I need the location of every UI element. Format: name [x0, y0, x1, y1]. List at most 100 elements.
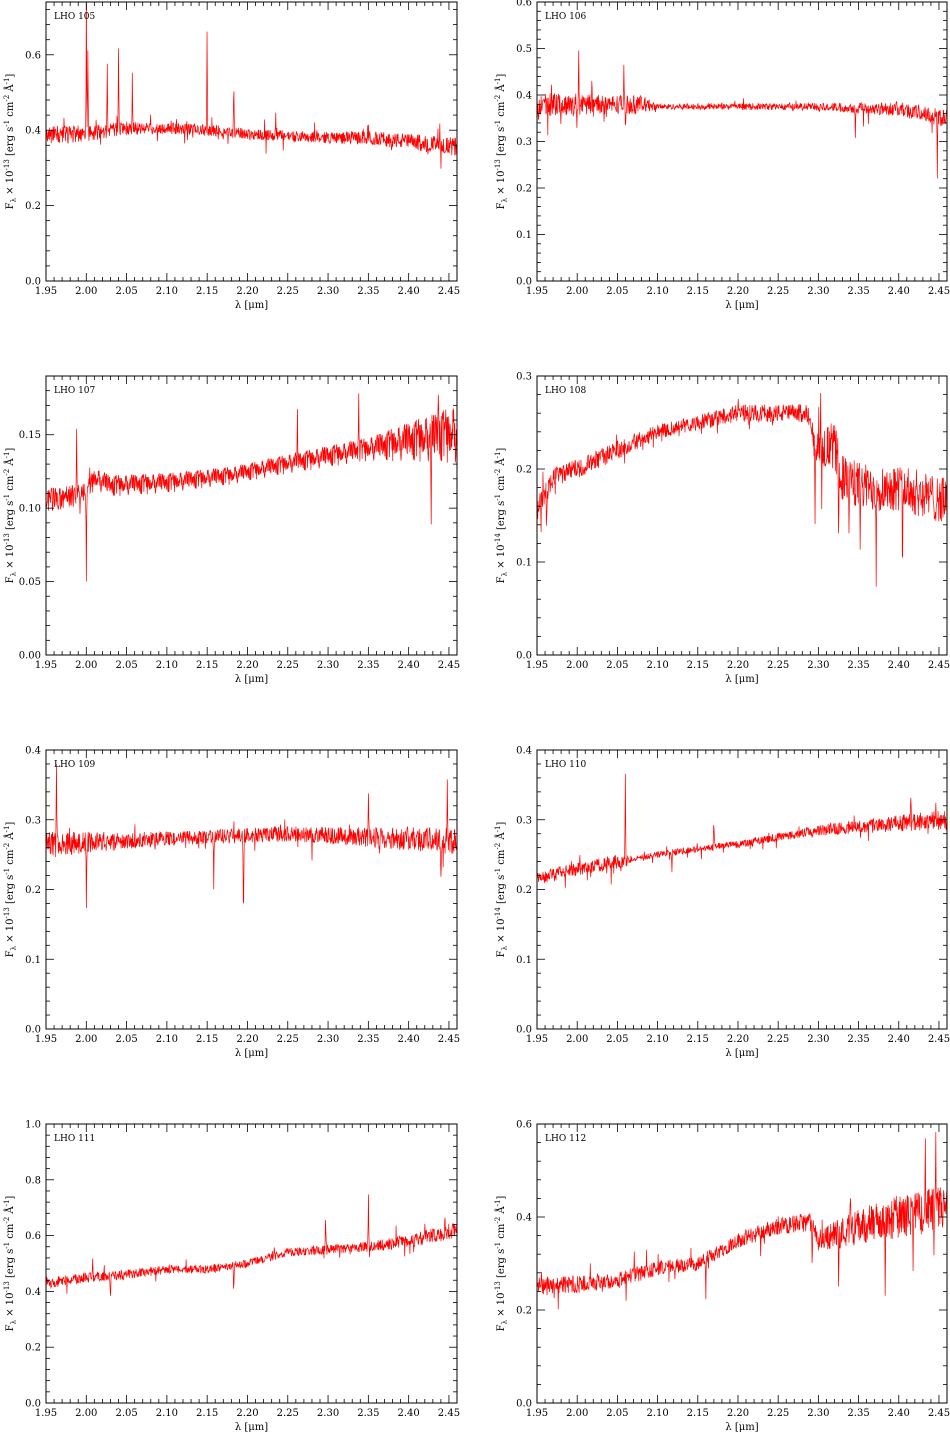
panel-label: LHO 112	[545, 1134, 586, 1144]
spectrum-line	[537, 1132, 947, 1310]
x-axis-label: λ [μm]	[235, 674, 268, 685]
plot-frame	[45, 1123, 458, 1404]
x-tick-label: 2.30	[317, 1408, 339, 1419]
x-tick-label: 2.25	[277, 286, 299, 297]
x-tick-label: 2.10	[156, 1034, 178, 1045]
x-tick-label: 2.45	[928, 1408, 950, 1419]
x-tick-label: 2.15	[687, 1408, 709, 1419]
x-axis-label: λ [μm]	[725, 1048, 758, 1059]
y-tick-label: 0.6	[516, 0, 532, 9]
y-tick-label: 0.2	[25, 885, 41, 896]
y-tick-label: 0.2	[25, 1343, 41, 1354]
x-tick-label: 2.20	[236, 1408, 258, 1419]
y-tick-label: 0.1	[25, 955, 41, 966]
x-tick-label: 2.45	[438, 1034, 460, 1045]
y-axis-label: Fλ × 10-14 [erg s-1 cm-2 Å-1]	[494, 822, 509, 958]
panel-label: LHO 109	[54, 760, 96, 770]
plot-frame	[45, 1, 458, 282]
x-tick-label: 2.35	[357, 1034, 379, 1045]
y-tick-label: 0.4	[516, 91, 532, 102]
x-tick-label: 2.05	[115, 1408, 137, 1419]
y-axis-label: Fλ × 10-13 [erg s-1 cm-2 Å-1]	[3, 1196, 18, 1332]
x-tick-label: 2.15	[687, 660, 709, 671]
x-tick-label: 2.40	[888, 1408, 910, 1419]
y-tick-label: 0.0	[25, 1399, 41, 1410]
y-tick-label: 0.1	[516, 558, 532, 569]
x-tick-label: 1.95	[35, 1034, 57, 1045]
x-tick-label: 2.00	[566, 286, 588, 297]
plot-frame	[536, 1, 948, 282]
x-axis-label: λ [μm]	[725, 300, 758, 311]
x-tick-label: 2.45	[438, 1408, 460, 1419]
x-tick-label: 1.95	[35, 1408, 57, 1419]
x-tick-label: 2.45	[928, 660, 950, 671]
x-tick-label: 2.15	[196, 1034, 218, 1045]
x-tick-label: 2.00	[566, 1408, 588, 1419]
spectrum-line	[46, 1194, 457, 1296]
y-axis-label: Fλ × 10-13 [erg s-1 cm-2 Å-1]	[3, 74, 18, 210]
y-tick-label: 0.4	[516, 1213, 532, 1224]
panel-label: LHO 105	[54, 12, 96, 22]
x-tick-label: 2.20	[727, 660, 749, 671]
panel-label: LHO 108	[545, 386, 587, 396]
panel-label: LHO 106	[545, 12, 587, 22]
y-tick-label: 0.0	[25, 1025, 41, 1036]
x-tick-label: 2.35	[847, 660, 869, 671]
x-tick-label: 2.10	[646, 1408, 668, 1419]
x-tick-label: 2.10	[156, 1408, 178, 1419]
y-tick-label: 0.0	[516, 1025, 532, 1036]
x-tick-label: 2.10	[156, 660, 178, 671]
y-tick-label: 0.4	[25, 1287, 41, 1298]
x-tick-label: 2.15	[687, 1034, 709, 1045]
x-tick-label: 2.35	[357, 660, 379, 671]
x-tick-label: 2.30	[807, 1408, 829, 1419]
y-tick-label: 0.2	[516, 885, 532, 896]
y-tick-label: 0.05	[19, 577, 41, 588]
x-tick-label: 2.05	[115, 286, 137, 297]
x-tick-label: 2.25	[767, 1408, 789, 1419]
x-tick-label: 2.30	[317, 1034, 339, 1045]
x-tick-label: 2.40	[398, 1034, 420, 1045]
y-tick-label: 0.15	[19, 430, 41, 441]
x-tick-label: 2.45	[928, 286, 950, 297]
y-axis-label: Fλ × 10-14 [erg s-1 cm-2 Å-1]	[494, 448, 509, 584]
spectrum-line	[46, 2, 457, 169]
y-axis-label: Fλ × 10-13 [erg s-1 cm-2 Å-1]	[494, 74, 509, 210]
x-tick-label: 2.25	[767, 1034, 789, 1045]
x-tick-label: 1.95	[526, 286, 548, 297]
x-axis-label: λ [μm]	[235, 300, 268, 311]
y-axis-label: Fλ × 10-13 [erg s-1 cm-2 Å-1]	[3, 448, 18, 584]
x-tick-label: 1.95	[35, 286, 57, 297]
x-tick-label: 1.95	[35, 660, 57, 671]
x-tick-label: 2.30	[807, 1034, 829, 1045]
y-tick-label: 0.00	[19, 651, 41, 662]
x-tick-label: 2.25	[277, 660, 299, 671]
y-tick-label: 0.2	[516, 465, 532, 476]
x-tick-label: 2.00	[566, 1034, 588, 1045]
x-tick-label: 2.20	[727, 1408, 749, 1419]
x-tick-label: 2.05	[606, 1034, 628, 1045]
x-tick-label: 2.10	[646, 660, 668, 671]
x-tick-label: 2.00	[75, 660, 97, 671]
plot-frame	[536, 1123, 948, 1404]
y-tick-label: 0.4	[516, 746, 532, 757]
spectrum-line	[46, 764, 457, 909]
y-tick-label: 0.6	[25, 1231, 41, 1242]
x-tick-label: 2.35	[847, 1408, 869, 1419]
x-tick-label: 2.15	[196, 660, 218, 671]
y-tick-label: 0.0	[516, 651, 532, 662]
x-tick-label: 2.45	[928, 1034, 950, 1045]
y-tick-label: 0.6	[25, 50, 41, 61]
x-tick-label: 2.35	[357, 1408, 379, 1419]
y-axis-label: Fλ × 10-13 [erg s-1 cm-2 Å-1]	[494, 1196, 509, 1332]
y-tick-label: 0.2	[516, 184, 532, 195]
x-tick-label: 2.00	[75, 1034, 97, 1045]
y-tick-label: 0.1	[516, 955, 532, 966]
x-tick-label: 2.45	[438, 660, 460, 671]
x-tick-label: 1.95	[526, 1034, 548, 1045]
y-axis-label: Fλ × 10-13 [erg s-1 cm-2 Å-1]	[3, 822, 18, 958]
